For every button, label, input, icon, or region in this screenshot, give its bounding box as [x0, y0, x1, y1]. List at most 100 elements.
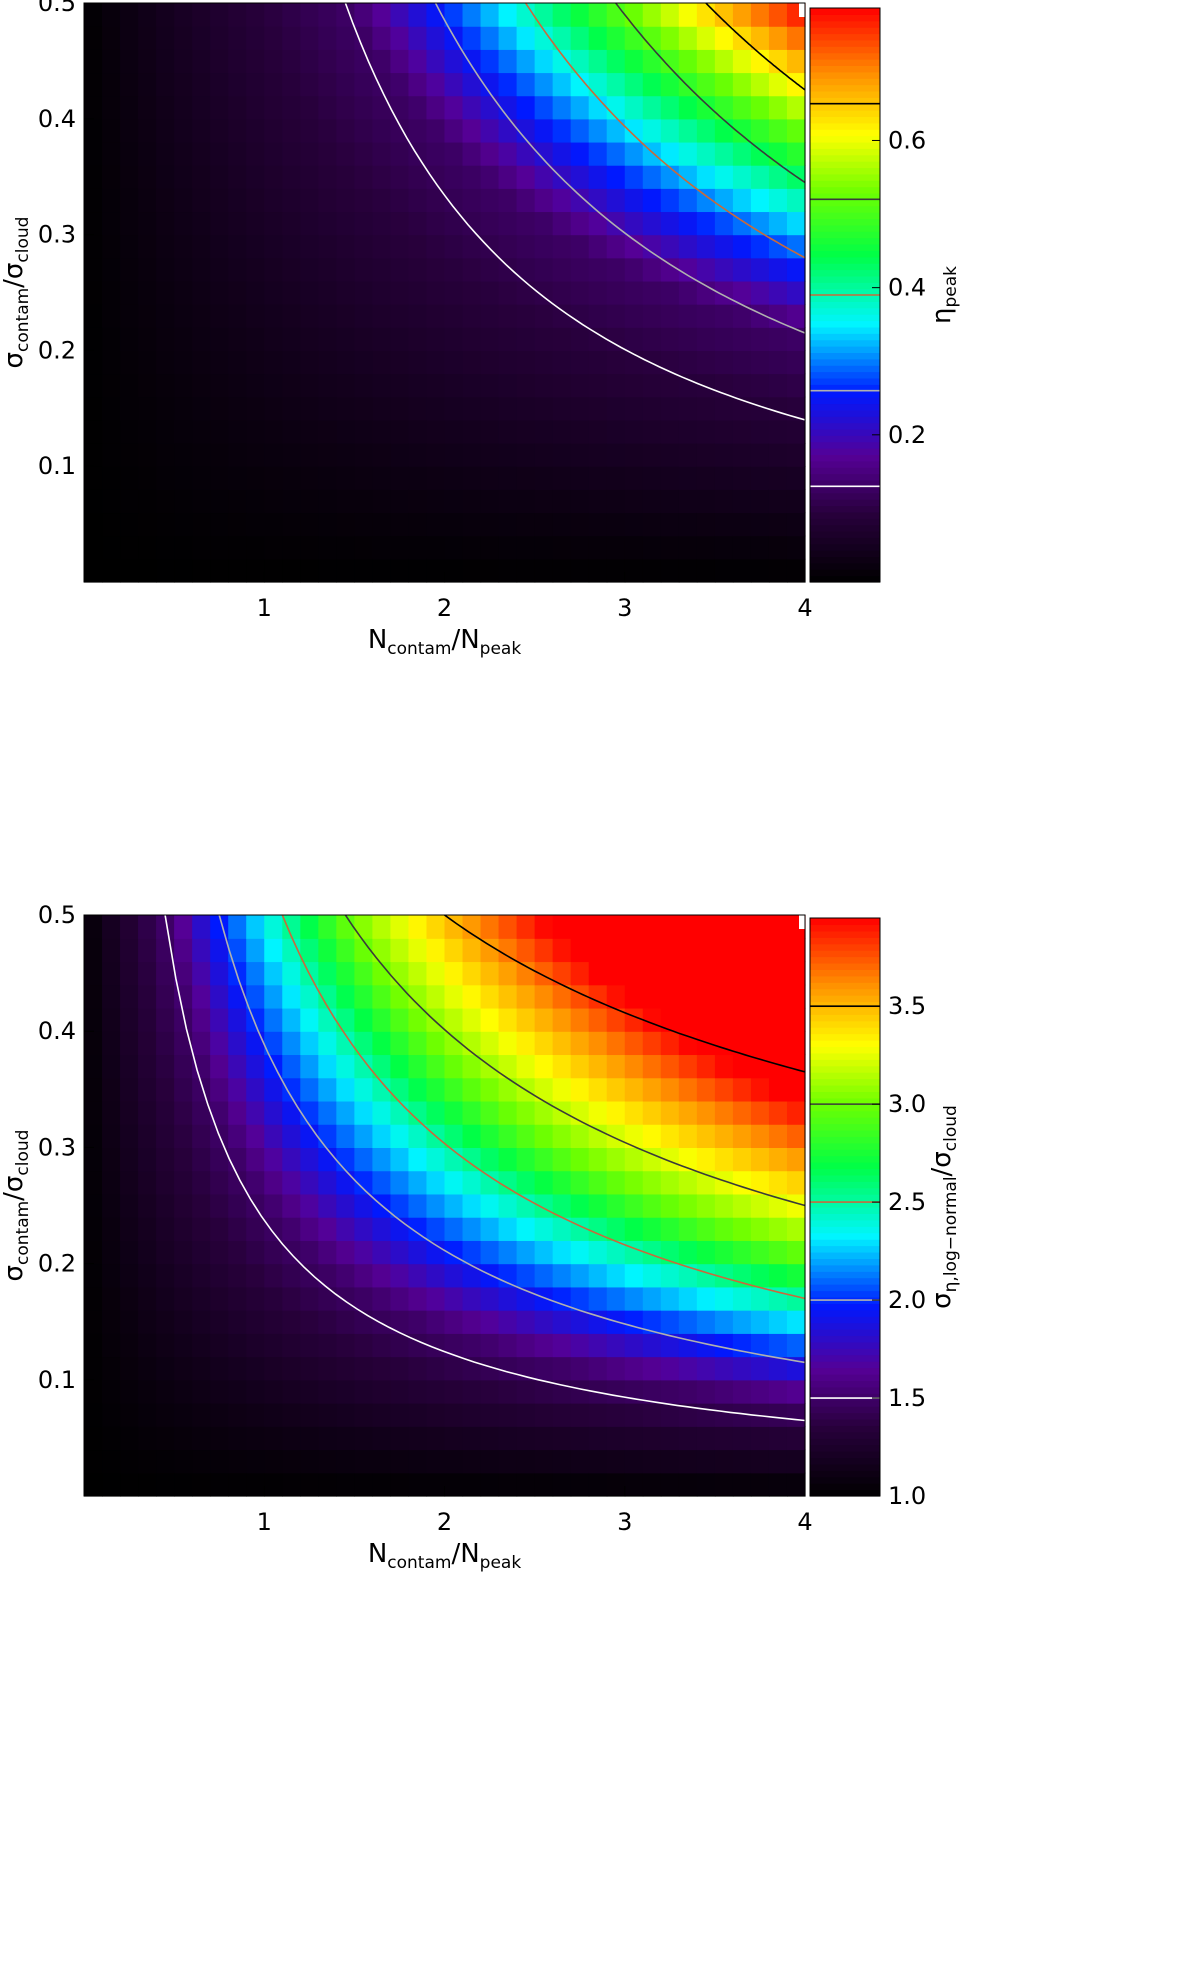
heatmap-cell: [768, 1007, 788, 1032]
heatmap-cell: [192, 1193, 211, 1218]
heatmap-cell: [768, 165, 788, 189]
heatmap-cell: [570, 1379, 590, 1404]
colorbar-segment: [810, 27, 880, 35]
heatmap-cell: [390, 1472, 410, 1497]
colorbar-segment: [810, 52, 880, 60]
heatmap-cell: [264, 72, 283, 97]
heatmap-cell: [318, 49, 337, 74]
heatmap-cell: [390, 165, 410, 189]
heatmap-cell: [786, 984, 806, 1009]
heatmap-cell: [264, 327, 283, 351]
heatmap-cell: [84, 1170, 103, 1195]
heatmap-cell: [246, 1449, 265, 1474]
heatmap-cell: [588, 1170, 608, 1195]
heatmap-cell: [768, 1100, 788, 1125]
heatmap-cell: [768, 26, 788, 50]
heatmap-cell: [444, 1170, 464, 1195]
heatmap-cell: [786, 466, 806, 490]
heatmap-cell: [246, 558, 265, 583]
heatmap-cell: [570, 938, 590, 963]
colorbar-segment: [810, 930, 880, 938]
heatmap-cell: [336, 938, 355, 963]
colorbar-title: ηpeak: [927, 266, 961, 324]
colorbar-segment: [810, 467, 880, 475]
heatmap-cell: [138, 234, 157, 259]
heatmap-cell: [444, 1379, 464, 1404]
heatmap-cell: [354, 1077, 374, 1102]
heatmap-cell: [750, 3, 770, 27]
heatmap-cell: [264, 443, 283, 467]
heatmap-cell: [138, 165, 157, 189]
heatmap-cell: [210, 489, 229, 514]
heatmap-cell: [354, 304, 374, 328]
heatmap-cell: [156, 1170, 175, 1195]
heatmap-cell: [498, 1379, 518, 1404]
heatmap-cell: [444, 95, 464, 120]
heatmap-cell: [750, 1100, 770, 1125]
heatmap-cell: [210, 1147, 229, 1172]
heatmap-cell: [354, 234, 374, 259]
heatmap-cell: [354, 141, 374, 166]
heatmap-cell: [354, 3, 374, 27]
heatmap-cell: [786, 1426, 806, 1451]
heatmap-cell: [372, 1333, 392, 1358]
heatmap-cell: [318, 396, 337, 421]
colorbar-segment: [810, 1277, 880, 1285]
heatmap-cell: [84, 1356, 103, 1381]
heatmap-cell: [498, 1077, 518, 1102]
heatmap-cell: [120, 1379, 139, 1404]
heatmap-cell: [282, 188, 301, 213]
heatmap-cell: [768, 1170, 788, 1195]
heatmap-cell: [462, 1310, 482, 1334]
heatmap-cell: [300, 49, 319, 74]
heatmap-cell: [138, 327, 157, 351]
heatmap-cell: [660, 1077, 680, 1102]
heatmap-cell: [84, 1100, 103, 1125]
heatmap-cell: [174, 95, 193, 120]
heatmap-cell: [660, 1124, 680, 1148]
heatmap-cell: [552, 1100, 572, 1125]
colorbar-segment: [810, 263, 880, 271]
heatmap-cell: [480, 49, 500, 74]
heatmap-cell: [714, 512, 734, 537]
heatmap-cell: [318, 304, 337, 328]
heatmap-cell: [354, 1054, 374, 1079]
heatmap-cell: [228, 1193, 247, 1218]
heatmap-cell: [678, 1263, 698, 1288]
heatmap-cell: [624, 961, 644, 986]
heatmap-cell: [552, 984, 572, 1009]
heatmap-cell: [408, 396, 428, 421]
heatmap-cell: [192, 165, 211, 189]
heatmap-cell: [354, 1333, 374, 1358]
heatmap-cell: [228, 396, 247, 421]
heatmap-cell: [372, 1031, 392, 1056]
heatmap-cell: [624, 327, 644, 351]
heatmap-cell: [498, 1193, 518, 1218]
heatmap-cell: [210, 1333, 229, 1358]
heatmap-cell: [480, 1100, 500, 1125]
heatmap-cell: [732, 1472, 752, 1497]
heatmap-cell: [372, 1170, 392, 1195]
heatmap-cell: [282, 350, 301, 375]
colorbar-segment: [810, 1014, 880, 1022]
heatmap-cell: [390, 1403, 410, 1427]
heatmap-cell: [732, 535, 752, 560]
heatmap-cell: [516, 95, 536, 120]
heatmap-cell: [444, 1449, 464, 1474]
heatmap-cell: [210, 1193, 229, 1218]
heatmap-cell: [480, 304, 500, 328]
y-tick-label: 0.2: [38, 1250, 76, 1278]
colorbar-segment: [810, 384, 880, 392]
heatmap-cell: [390, 1263, 410, 1288]
heatmap-cell: [138, 188, 157, 213]
heatmap-cell: [732, 1147, 752, 1172]
heatmap-cell: [624, 49, 644, 74]
heatmap-cell: [426, 558, 446, 583]
heatmap-cell: [138, 1100, 157, 1125]
heatmap-cell: [678, 1100, 698, 1125]
heatmap-cell: [390, 1170, 410, 1195]
heatmap-cell: [138, 211, 157, 236]
heatmap-cell: [174, 188, 193, 213]
heatmap-cell: [390, 466, 410, 490]
heatmap-cell: [210, 443, 229, 467]
